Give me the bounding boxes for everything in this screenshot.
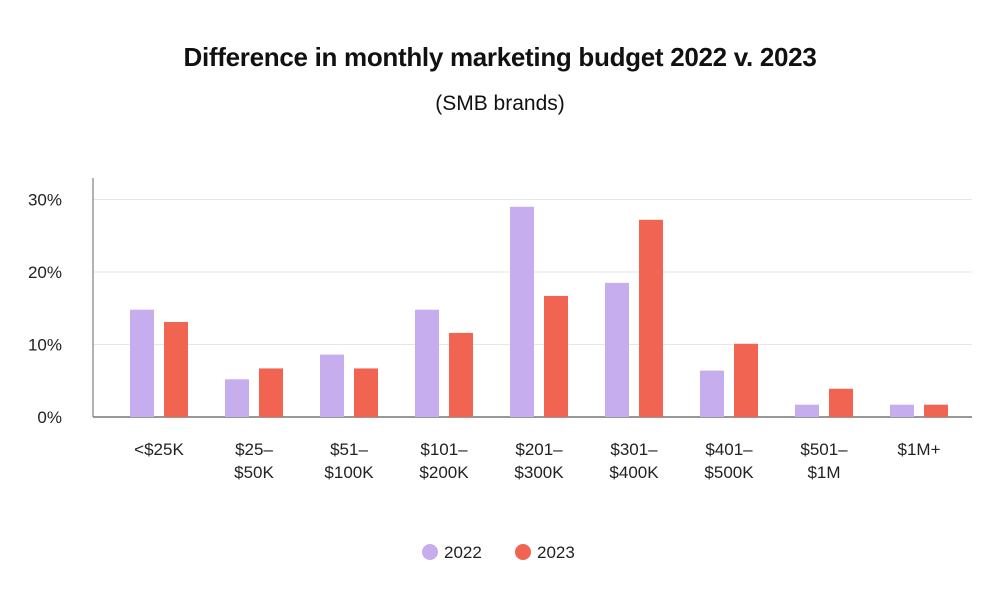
bar-2022 [320, 354, 344, 417]
x-tick-label: $50K [234, 463, 274, 482]
chart-title: Difference in monthly marketing budget 2… [183, 42, 817, 72]
legend-label: 2023 [537, 543, 575, 562]
x-tick-label: $401– [705, 440, 753, 459]
bar-2022 [510, 206, 534, 417]
bar-2023 [544, 295, 568, 417]
bar-2023 [829, 388, 853, 417]
x-tick-label: $200K [419, 463, 469, 482]
legend-marker-2022 [422, 544, 438, 560]
x-tick-label: $501– [800, 440, 848, 459]
x-tick-label: $400K [609, 463, 659, 482]
y-tick-label: 10% [28, 336, 62, 355]
bar-2022 [890, 404, 914, 417]
bar-2022 [795, 404, 819, 417]
x-tick-label: $25– [235, 440, 273, 459]
x-tick-label: $51– [330, 440, 368, 459]
bar-2022 [700, 370, 724, 417]
x-tick-label: $300K [514, 463, 564, 482]
y-tick-label: 20% [28, 263, 62, 282]
x-tick-label: $101– [420, 440, 468, 459]
bar-2022 [605, 282, 629, 417]
y-tick-label: 0% [37, 408, 62, 427]
bar-2022 [225, 379, 249, 417]
bar-2022 [130, 309, 154, 417]
bar-2023 [449, 332, 473, 417]
legend-label: 2022 [444, 543, 482, 562]
legend-marker-2023 [515, 544, 531, 560]
bar-2023 [639, 219, 663, 417]
x-tick-label: $100K [324, 463, 374, 482]
x-tick-label: <$25K [134, 440, 184, 459]
bar-2023 [734, 343, 758, 417]
bar-2023 [354, 368, 378, 417]
x-tick-label: $500K [704, 463, 754, 482]
bar-2023 [924, 404, 948, 417]
x-tick-label: $201– [515, 440, 563, 459]
y-tick-label: 30% [28, 191, 62, 210]
x-tick-label: $1M [807, 463, 840, 482]
bar-2022 [415, 309, 439, 417]
x-tick-label: $1M+ [898, 440, 941, 459]
x-tick-label: $301– [610, 440, 658, 459]
chart-subtitle: (SMB brands) [435, 92, 565, 115]
bar-2023 [259, 368, 283, 417]
bar-2023 [164, 322, 188, 417]
